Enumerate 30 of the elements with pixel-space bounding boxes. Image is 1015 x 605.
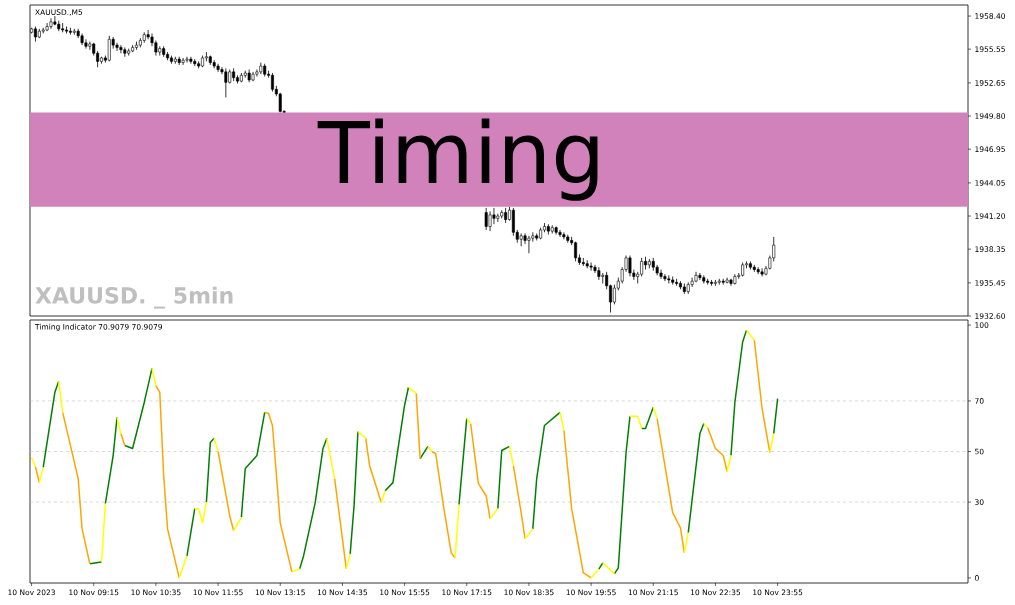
candlestick bbox=[527, 235, 531, 254]
candlestick bbox=[612, 284, 616, 305]
candlestick bbox=[562, 231, 566, 240]
candlestick bbox=[558, 229, 562, 238]
candlestick bbox=[597, 266, 601, 281]
candlestick bbox=[554, 226, 558, 236]
candlestick bbox=[49, 17, 53, 30]
candlestick bbox=[119, 44, 123, 54]
candlestick bbox=[271, 72, 274, 93]
band-label: Timing bbox=[317, 118, 598, 201]
candlestick bbox=[492, 207, 496, 225]
candlestick bbox=[760, 267, 764, 277]
candlestick bbox=[663, 273, 667, 282]
candlestick bbox=[589, 262, 593, 272]
candlestick bbox=[181, 57, 185, 66]
candlestick bbox=[189, 56, 193, 65]
candlestick bbox=[659, 269, 663, 280]
candlestick bbox=[488, 210, 492, 232]
candlestick bbox=[640, 257, 644, 277]
candlestick bbox=[698, 272, 702, 281]
candlestick bbox=[601, 272, 605, 284]
candlestick bbox=[628, 255, 632, 277]
candlestick bbox=[581, 257, 585, 267]
candlestick bbox=[484, 207, 488, 231]
annotation: XAUUSD. _ 5min bbox=[35, 286, 233, 309]
candlestick bbox=[45, 22, 49, 32]
candlestick bbox=[216, 63, 220, 73]
candlestick bbox=[224, 67, 228, 98]
candlestick bbox=[185, 56, 189, 63]
candlestick bbox=[107, 35, 111, 62]
